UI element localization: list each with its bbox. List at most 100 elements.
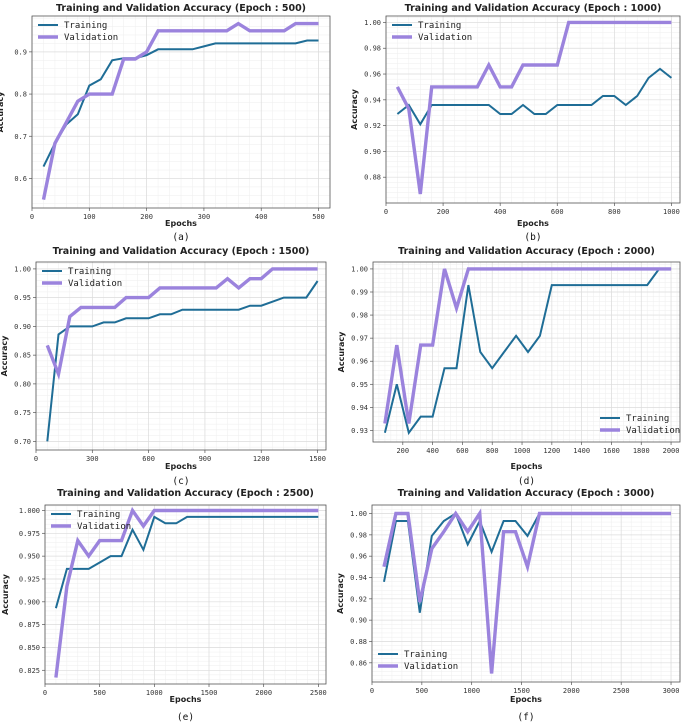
y-tick-label: 0.90	[14, 323, 31, 331]
y-axis-label: Accuracy	[350, 88, 359, 129]
series-line-validation	[382, 508, 671, 674]
chart-title: Training and Validation Accuracy (Epoch …	[56, 3, 306, 14]
y-tick-label: 0.900	[19, 598, 40, 606]
y-tick-label: 0.94	[350, 574, 367, 582]
x-tick-label: 400	[255, 213, 268, 221]
legend-label-training: Training	[64, 21, 107, 31]
y-tick-label: 0.875	[19, 621, 40, 629]
y-tick-label: 0.96	[364, 71, 381, 79]
x-tick-label: 2500	[310, 689, 327, 697]
y-tick-label: 0.80	[14, 380, 31, 388]
y-tick-label: 0.88	[350, 638, 367, 646]
legend-label-training: Training	[626, 414, 669, 424]
x-tick-label: 1500	[309, 455, 326, 463]
x-tick-label: 600	[142, 455, 155, 463]
y-tick-label: 0.825	[19, 667, 40, 675]
y-tick-label: 0.85	[14, 352, 31, 360]
x-tick-label: 200	[437, 208, 450, 216]
y-tick-label: 0.975	[19, 530, 40, 538]
x-tick-label: 0	[30, 213, 34, 221]
y-tick-label: 0.6	[14, 175, 27, 183]
plot-frame	[31, 15, 331, 209]
plot-frame	[35, 261, 327, 451]
x-tick-label: 0	[370, 687, 374, 695]
y-tick-label: 0.94	[351, 404, 368, 412]
y-tick-label: 0.98	[350, 531, 367, 539]
y-axis-label: Accuracy	[337, 331, 346, 372]
x-axis-label: Epochs	[170, 695, 202, 704]
y-axis-label: Accuracy	[336, 572, 345, 613]
y-tick-label: 0.90	[350, 617, 367, 625]
chart-panel: 200 400 600 800 1000 1200 1400 1600 1800 2000 0.93…	[337, 246, 681, 487]
y-tick-label: 0.8	[14, 91, 27, 99]
x-tick-label: 100	[83, 213, 96, 221]
chart-title: Training and Validation Accuracy (Epoch …	[57, 488, 314, 499]
x-tick-label: 400	[494, 208, 507, 216]
x-tick-label: 2000	[255, 689, 272, 697]
x-tick-label: 1500	[513, 687, 530, 695]
x-tick-label: 0	[34, 455, 38, 463]
x-tick-label: 1400	[573, 447, 590, 455]
y-tick-label: 0.92	[350, 595, 367, 603]
y-tick-label: 0.88	[364, 174, 381, 182]
x-tick-label: 1000	[514, 447, 531, 455]
series-line-training	[42, 39, 319, 168]
x-tick-label: 0	[384, 208, 388, 216]
legend-label-validation: Validation	[404, 662, 458, 672]
x-tick-label: 1000	[663, 208, 680, 216]
x-tick-label: 3000	[663, 687, 680, 695]
y-tick-label: 1.00	[350, 510, 367, 518]
legend-label-validation: Validation	[626, 426, 680, 436]
chart-title: Training and Validation Accuracy (Epoch …	[53, 246, 310, 257]
legend-label-validation: Validation	[77, 522, 131, 532]
x-tick-label: 1200	[253, 455, 270, 463]
series-line-training	[54, 515, 319, 609]
y-tick-label: 0.86	[350, 659, 367, 667]
chart-panel: 0 300 600 900 1200 1500 0.70 0.75 0.80 0.85 0.90 0.…	[0, 246, 327, 487]
panel-caption: (c)	[172, 476, 189, 487]
legend: Training Validation	[600, 414, 680, 436]
series-line-validation	[45, 267, 318, 381]
chart-title: Training and Validation Accuracy (Epoch …	[398, 488, 655, 499]
panel-caption: (d)	[518, 476, 535, 487]
x-tick-label: 800	[486, 447, 499, 455]
y-axis-label: Accuracy	[1, 573, 10, 614]
y-tick-label: 0.95	[14, 294, 31, 302]
y-tick-label: 1.00	[14, 265, 31, 273]
x-tick-label: 0	[43, 689, 47, 697]
x-tick-label: 300	[86, 455, 99, 463]
x-axis-label: Epochs	[517, 219, 549, 228]
y-tick-label: 0.94	[364, 96, 381, 104]
y-tick-label: 0.98	[351, 312, 368, 320]
legend: Training Validation	[42, 267, 122, 289]
x-axis-label: Epochs	[511, 462, 543, 471]
x-tick-label: 2500	[613, 687, 630, 695]
x-tick-label: 2000	[663, 447, 680, 455]
x-tick-label: 200	[140, 213, 153, 221]
x-tick-label: 500	[93, 689, 106, 697]
y-axis-label: Accuracy	[0, 91, 5, 132]
y-axis-label: Accuracy	[0, 335, 9, 376]
x-axis-label: Epochs	[510, 695, 542, 704]
y-tick-label: 0.850	[19, 644, 40, 652]
plot-frame	[44, 504, 327, 685]
y-tick-label: 0.95	[351, 381, 368, 389]
y-tick-label: 0.93	[351, 427, 368, 435]
series-line-training	[396, 67, 673, 127]
y-tick-label: 0.950	[19, 553, 40, 561]
chart-panel: 0 100 200 300 400 500 0.6 0.7 0.8 0.9 Training Vali…	[0, 3, 331, 243]
panel-caption: (b)	[524, 232, 541, 243]
series-line-training	[46, 280, 319, 442]
legend-label-training: Training	[68, 267, 111, 277]
chart-panel: 0 200 400 600 800 1000 0.88 0.90 0.92 0.94 0.96 0.9…	[350, 3, 681, 243]
series-line-validation	[54, 506, 319, 678]
series-line-training	[383, 267, 672, 436]
x-tick-label: 1800	[633, 447, 650, 455]
x-axis-label: Epochs	[165, 462, 197, 471]
x-tick-label: 500	[416, 687, 429, 695]
y-tick-label: 1.000	[19, 507, 40, 515]
chart-title: Training and Validation Accuracy (Epoch …	[398, 246, 655, 257]
panel-caption: (a)	[172, 232, 189, 243]
y-tick-label: 0.96	[350, 553, 367, 561]
